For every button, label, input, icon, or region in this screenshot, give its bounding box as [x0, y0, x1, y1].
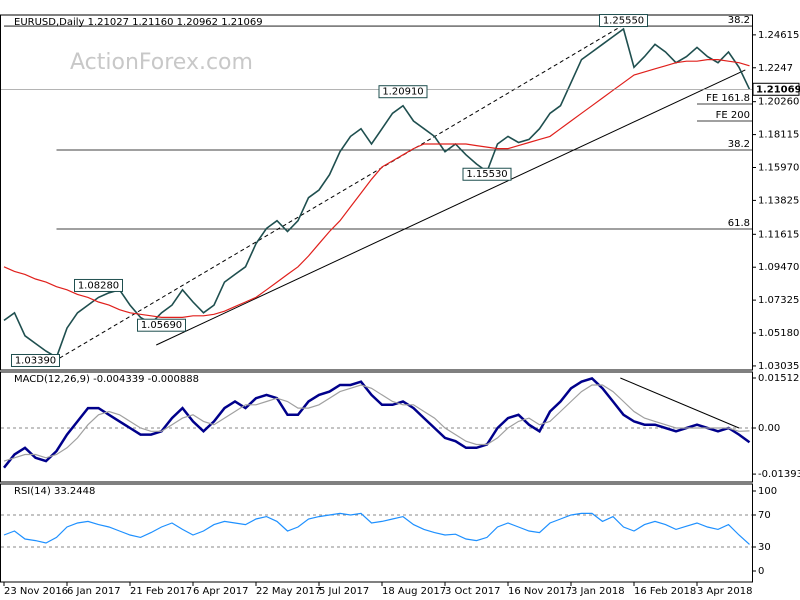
series-line [3, 384, 750, 462]
fib-label: 38.2 [728, 139, 750, 150]
series-line [3, 59, 750, 318]
x-tick-label: 16 Nov 2017 [508, 586, 572, 597]
y-tick-label: 1.11615 [758, 229, 799, 240]
trendline [620, 377, 740, 429]
y-tick-label: 1.18115 [758, 130, 799, 141]
price-tag-label: 1.15530 [466, 169, 507, 180]
panel-frame [0, 14, 753, 371]
x-tick-label: 18 Aug 2017 [382, 586, 446, 597]
x-tick-label: 3 Apr 2018 [697, 586, 752, 597]
price-tag-label: 1.05690 [141, 320, 182, 331]
y-tick-label: 1.24615 [758, 30, 799, 41]
x-tick-label: 5 Jul 2017 [319, 586, 369, 597]
price-tag-label: 1.20910 [382, 87, 423, 98]
x-tick-label: 6 Jan 2017 [67, 586, 121, 597]
fib-label: FE 161.8 [706, 93, 750, 104]
x-tick-label: 3 Jan 2018 [571, 586, 625, 597]
price-tag-label: 1.03390 [15, 355, 56, 366]
x-tick-label: 23 Nov 2016 [4, 586, 68, 597]
last-price-label: 1.21069 [756, 84, 800, 95]
y-tick-label: 70 [758, 510, 771, 521]
price-tag-label: 1.25550 [603, 16, 644, 27]
x-tick-label: 6 Apr 2017 [193, 586, 248, 597]
fib-label: FE 200 [716, 110, 750, 121]
x-tick-label: 3 Oct 2017 [445, 586, 500, 597]
price-tag-box [378, 85, 428, 99]
x-tick-label: 16 Feb 2018 [634, 586, 696, 597]
y-tick-label: 0.01512 [758, 373, 799, 384]
price-tag-box [137, 318, 186, 332]
x-tick-label: 22 May 2017 [256, 586, 321, 597]
price-tag-label: 1.08280 [78, 280, 119, 291]
y-tick-label: 1.20260 [758, 97, 799, 108]
panel-frame [0, 371, 753, 483]
panel-title: EURUSD,Daily 1.21027 1.21160 1.20962 1.2… [14, 17, 263, 28]
series-line [3, 376, 751, 469]
panel-title: RSI(14) 33.2448 [14, 486, 95, 497]
series-line [3, 512, 750, 545]
y-tick-label: 0.00 [758, 423, 780, 434]
fib-label: 61.8 [728, 218, 750, 229]
price-tag-box [74, 278, 123, 292]
y-tick-label: -0.013938 [758, 469, 800, 480]
y-tick-label: 1.2247 [758, 63, 793, 74]
y-tick-label: 1.09470 [758, 262, 799, 273]
trendline [59, 14, 641, 359]
x-tick-label: 21 Feb 2017 [130, 586, 192, 597]
panel-frame [0, 483, 753, 583]
y-tick-label: 1.05180 [758, 328, 799, 339]
y-tick-label: 1.03035 [758, 361, 799, 372]
y-tick-label: 1.07325 [758, 295, 799, 306]
trendline [156, 69, 746, 346]
panel-title: MACD(12,26,9) -0.004339 -0.000888 [14, 374, 199, 385]
fib-label: 38.2 [728, 15, 750, 26]
price-tag-box [11, 353, 60, 367]
y-tick-label: 1.15970 [758, 162, 799, 173]
price-tag-box [599, 14, 648, 28]
y-tick-label: 0 [758, 566, 764, 577]
y-tick-label: 1.13825 [758, 195, 799, 206]
y-tick-label: 30 [758, 542, 771, 553]
watermark: ActionForex.com [70, 50, 253, 75]
series-line [3, 27, 751, 359]
y-tick-label: 100 [758, 486, 777, 497]
price-tag-box [462, 167, 512, 181]
last-price-box [752, 82, 800, 96]
